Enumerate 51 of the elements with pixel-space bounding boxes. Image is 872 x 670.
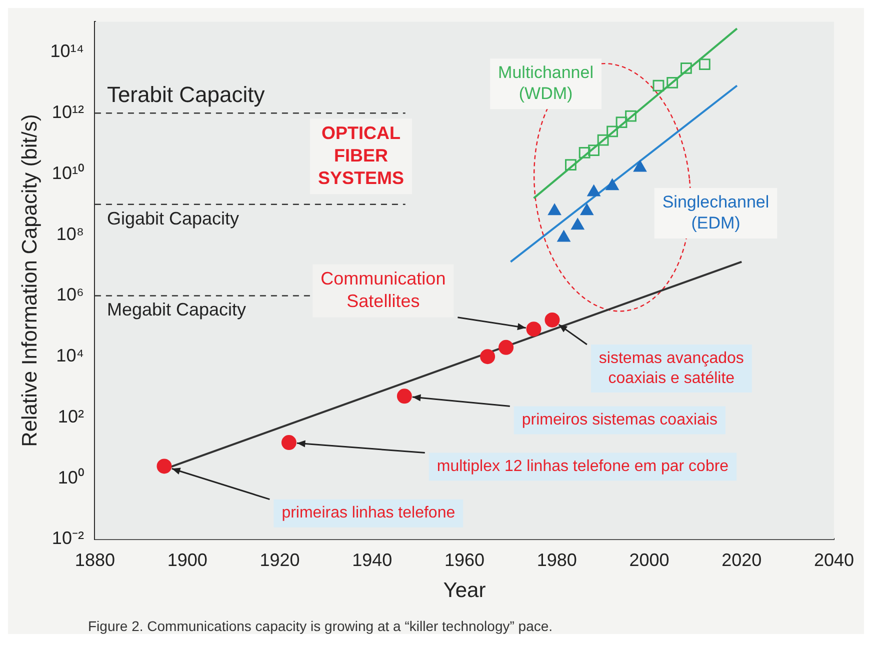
y-axis-title: Relative Information Capacity (bit/s)	[18, 114, 42, 447]
y-tick-label: 10⁴	[56, 346, 84, 366]
point	[698, 58, 710, 70]
ref-line-label: Megabit Capacity	[106, 300, 246, 320]
y-tick-label: 10¹²	[52, 102, 84, 122]
x-tick-label: 1900	[167, 550, 208, 570]
y-tick-label: 10⁸	[56, 224, 84, 244]
ref-line-label: Terabit Capacity	[106, 82, 265, 108]
x-tick-label: 1960	[444, 550, 484, 570]
x-tick-label: 1920	[260, 550, 300, 570]
y-tick-label: 10¹⁰	[52, 162, 84, 183]
annotation: primeiras linhas telefone	[282, 504, 456, 522]
point	[498, 340, 514, 355]
x-tick-label: 1880	[74, 550, 115, 570]
point	[588, 144, 600, 156]
x-tick-label: 1940	[352, 550, 392, 570]
annotation: Communication Satellites	[320, 268, 446, 312]
point	[480, 349, 496, 364]
point	[606, 126, 618, 138]
point	[544, 312, 560, 328]
y-tick-label: 10⁰	[58, 467, 84, 488]
annotation: primeiros sistemas coaxiais	[522, 412, 718, 429]
caption: Figure 2. Communications capacity is growing at a “killer technology” pace.	[87, 617, 554, 634]
point	[680, 62, 692, 74]
point	[606, 178, 619, 190]
x-tick-label: 2040	[814, 550, 854, 570]
point	[652, 80, 664, 92]
point	[281, 435, 296, 450]
x-tick-label: 2020	[722, 550, 762, 570]
point	[396, 388, 412, 404]
point	[597, 134, 609, 146]
point	[666, 76, 678, 88]
x-tick-label: 2000	[629, 550, 670, 570]
point	[526, 322, 542, 337]
point	[578, 147, 590, 158]
x-tick-label: 1980	[536, 550, 577, 570]
ref-line-label: Gigabit Capacity	[106, 208, 240, 228]
annotation: OPTICAL FIBER SYSTEMS	[318, 122, 404, 188]
annotation: multiplex 12 linhas telefone em par cobre	[436, 458, 729, 476]
y-tick-label: 10²	[58, 406, 84, 426]
annotation: sistemas avançados coaxiais e satélite	[598, 350, 744, 387]
y-tick-label: 10⁶	[56, 284, 84, 305]
point	[625, 110, 636, 122]
point	[156, 458, 172, 474]
point	[616, 116, 628, 128]
y-tick-label: 10¹⁴	[50, 41, 84, 62]
annotation: Multichannel (WDM)	[498, 62, 594, 104]
y-tick-label: 10⁻²	[52, 528, 84, 548]
point	[565, 159, 576, 171]
x-axis-title: Year	[443, 579, 486, 602]
annotation: Singlechannel (EDM)	[662, 192, 770, 233]
